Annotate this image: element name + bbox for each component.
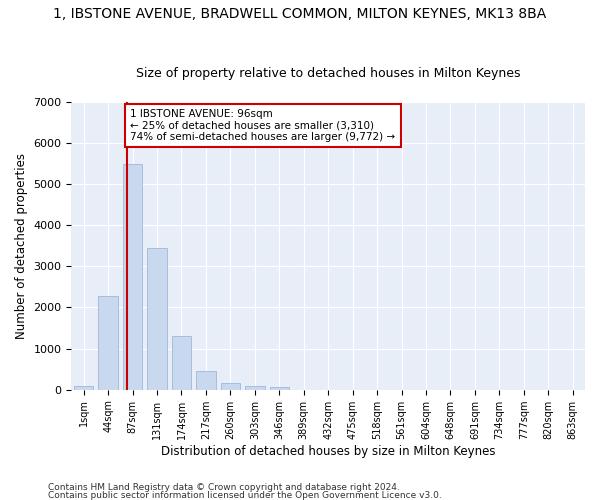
Text: Contains HM Land Registry data © Crown copyright and database right 2024.: Contains HM Land Registry data © Crown c… <box>48 484 400 492</box>
Y-axis label: Number of detached properties: Number of detached properties <box>15 152 28 338</box>
Bar <box>172 336 191 390</box>
Title: Size of property relative to detached houses in Milton Keynes: Size of property relative to detached ho… <box>136 66 520 80</box>
Text: Contains public sector information licensed under the Open Government Licence v3: Contains public sector information licen… <box>48 490 442 500</box>
Bar <box>196 371 215 390</box>
Bar <box>74 386 94 390</box>
Bar <box>221 383 240 390</box>
Bar <box>245 386 265 390</box>
Bar <box>269 388 289 390</box>
X-axis label: Distribution of detached houses by size in Milton Keynes: Distribution of detached houses by size … <box>161 444 496 458</box>
Text: 1 IBSTONE AVENUE: 96sqm
← 25% of detached houses are smaller (3,310)
74% of semi: 1 IBSTONE AVENUE: 96sqm ← 25% of detache… <box>130 109 395 142</box>
Bar <box>98 296 118 390</box>
Bar <box>147 248 167 390</box>
Bar <box>123 164 142 390</box>
Text: 1, IBSTONE AVENUE, BRADWELL COMMON, MILTON KEYNES, MK13 8BA: 1, IBSTONE AVENUE, BRADWELL COMMON, MILT… <box>53 8 547 22</box>
